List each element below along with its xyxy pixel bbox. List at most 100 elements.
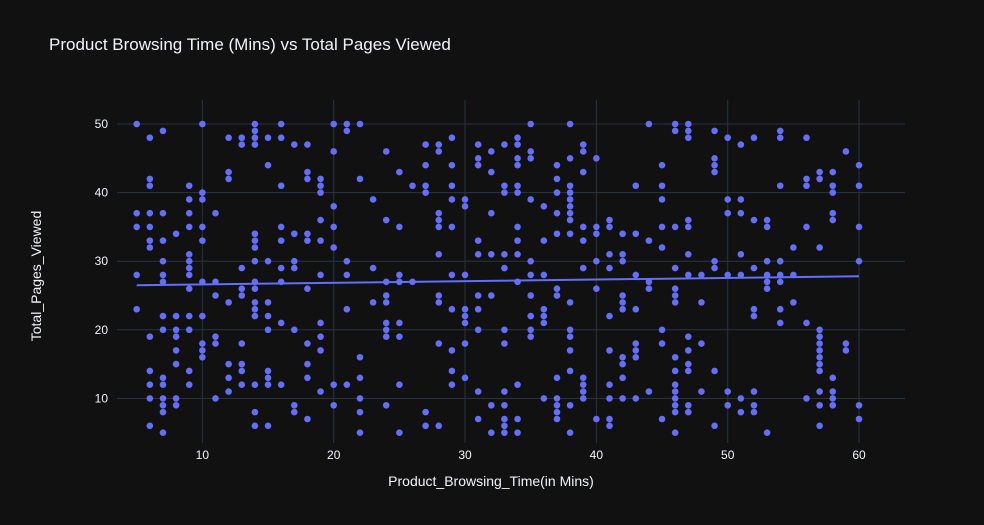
data-point	[146, 237, 154, 244]
data-point	[711, 264, 718, 272]
data-point	[317, 388, 324, 395]
data-point	[488, 401, 495, 409]
data-point	[291, 408, 298, 416]
data-point	[829, 216, 837, 224]
data-point	[855, 401, 863, 409]
data-point	[540, 312, 548, 320]
data-point	[855, 161, 863, 169]
data-point	[763, 429, 771, 437]
data-point	[409, 278, 416, 286]
data-point	[579, 388, 587, 395]
data-point	[540, 237, 548, 244]
data-point	[514, 161, 521, 169]
data-point	[199, 237, 206, 244]
data-point	[763, 216, 771, 224]
data-point	[855, 415, 863, 423]
data-point	[251, 381, 259, 388]
data-point	[185, 381, 193, 388]
data-point	[763, 271, 771, 279]
data-point	[291, 257, 298, 265]
data-point	[185, 196, 193, 203]
data-point	[251, 120, 259, 128]
data-point	[356, 353, 364, 361]
data-point	[291, 401, 298, 409]
x-tick-label: 60	[852, 448, 866, 462]
data-point	[199, 312, 206, 320]
data-point	[566, 203, 574, 210]
data-point	[514, 141, 521, 148]
data-point	[645, 388, 653, 395]
data-point	[724, 401, 731, 409]
data-point	[277, 237, 285, 244]
data-point	[422, 408, 429, 416]
data-point	[632, 347, 640, 354]
data-point	[540, 319, 548, 327]
data-point	[527, 271, 534, 279]
data-point	[514, 223, 521, 231]
data-point	[172, 230, 180, 238]
data-point	[803, 395, 810, 402]
data-point	[514, 278, 521, 286]
data-point	[238, 285, 246, 292]
data-point	[790, 271, 797, 279]
data-point	[461, 374, 469, 382]
data-point	[553, 395, 561, 402]
data-point	[527, 257, 534, 265]
data-point	[606, 216, 613, 224]
data-point	[658, 244, 666, 251]
data-point	[816, 326, 823, 334]
data-point	[553, 408, 561, 416]
data-point	[369, 196, 377, 203]
data-point	[435, 299, 443, 306]
data-point	[566, 401, 574, 409]
data-point	[816, 422, 823, 430]
data-point	[566, 196, 574, 203]
data-point	[172, 312, 180, 320]
data-point	[737, 251, 745, 258]
data-point	[448, 223, 456, 231]
data-point	[645, 120, 653, 128]
data-point	[435, 209, 443, 217]
data-point	[277, 319, 285, 327]
data-point	[750, 401, 758, 409]
data-point	[146, 175, 154, 183]
data-point	[238, 264, 246, 272]
data-point	[146, 182, 154, 190]
data-point	[133, 271, 140, 279]
data-point	[317, 271, 324, 279]
data-point	[829, 395, 837, 402]
data-point	[737, 395, 745, 402]
data-point	[619, 353, 626, 361]
data-point	[645, 285, 653, 292]
data-point	[776, 127, 784, 135]
data-point	[356, 395, 364, 402]
data-point	[750, 134, 758, 142]
data-point	[304, 340, 311, 347]
data-point	[514, 134, 521, 142]
data-point	[291, 141, 298, 148]
data-point	[474, 237, 482, 244]
data-point	[317, 189, 324, 196]
data-point	[711, 168, 718, 176]
data-point	[606, 347, 613, 354]
data-point	[829, 209, 837, 217]
data-point	[422, 141, 429, 148]
data-point	[501, 251, 508, 258]
data-point	[750, 312, 758, 320]
data-point	[159, 257, 167, 265]
data-point	[527, 155, 534, 162]
data-point	[566, 367, 574, 375]
data-point	[291, 326, 298, 334]
data-point	[803, 175, 810, 183]
data-point	[382, 278, 390, 286]
chart-title: Product Browsing Time (Mins) vs Total Pa…	[49, 35, 451, 54]
data-point	[671, 285, 679, 292]
data-point	[159, 127, 167, 135]
data-point	[763, 257, 771, 265]
data-point	[330, 120, 338, 128]
data-point	[619, 395, 626, 402]
data-point	[488, 209, 495, 217]
data-point	[842, 340, 850, 347]
data-point	[409, 182, 416, 190]
